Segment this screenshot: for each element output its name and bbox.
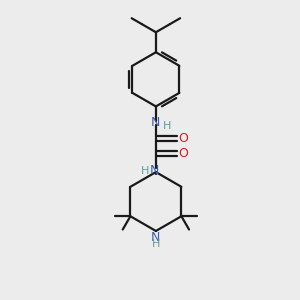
Text: O: O [178, 132, 188, 145]
Text: N: N [150, 164, 159, 177]
Text: H: H [140, 166, 149, 176]
Text: O: O [178, 147, 188, 160]
Text: H: H [152, 239, 160, 249]
Text: H: H [163, 122, 171, 131]
Text: N: N [151, 231, 160, 244]
Text: N: N [150, 116, 160, 129]
